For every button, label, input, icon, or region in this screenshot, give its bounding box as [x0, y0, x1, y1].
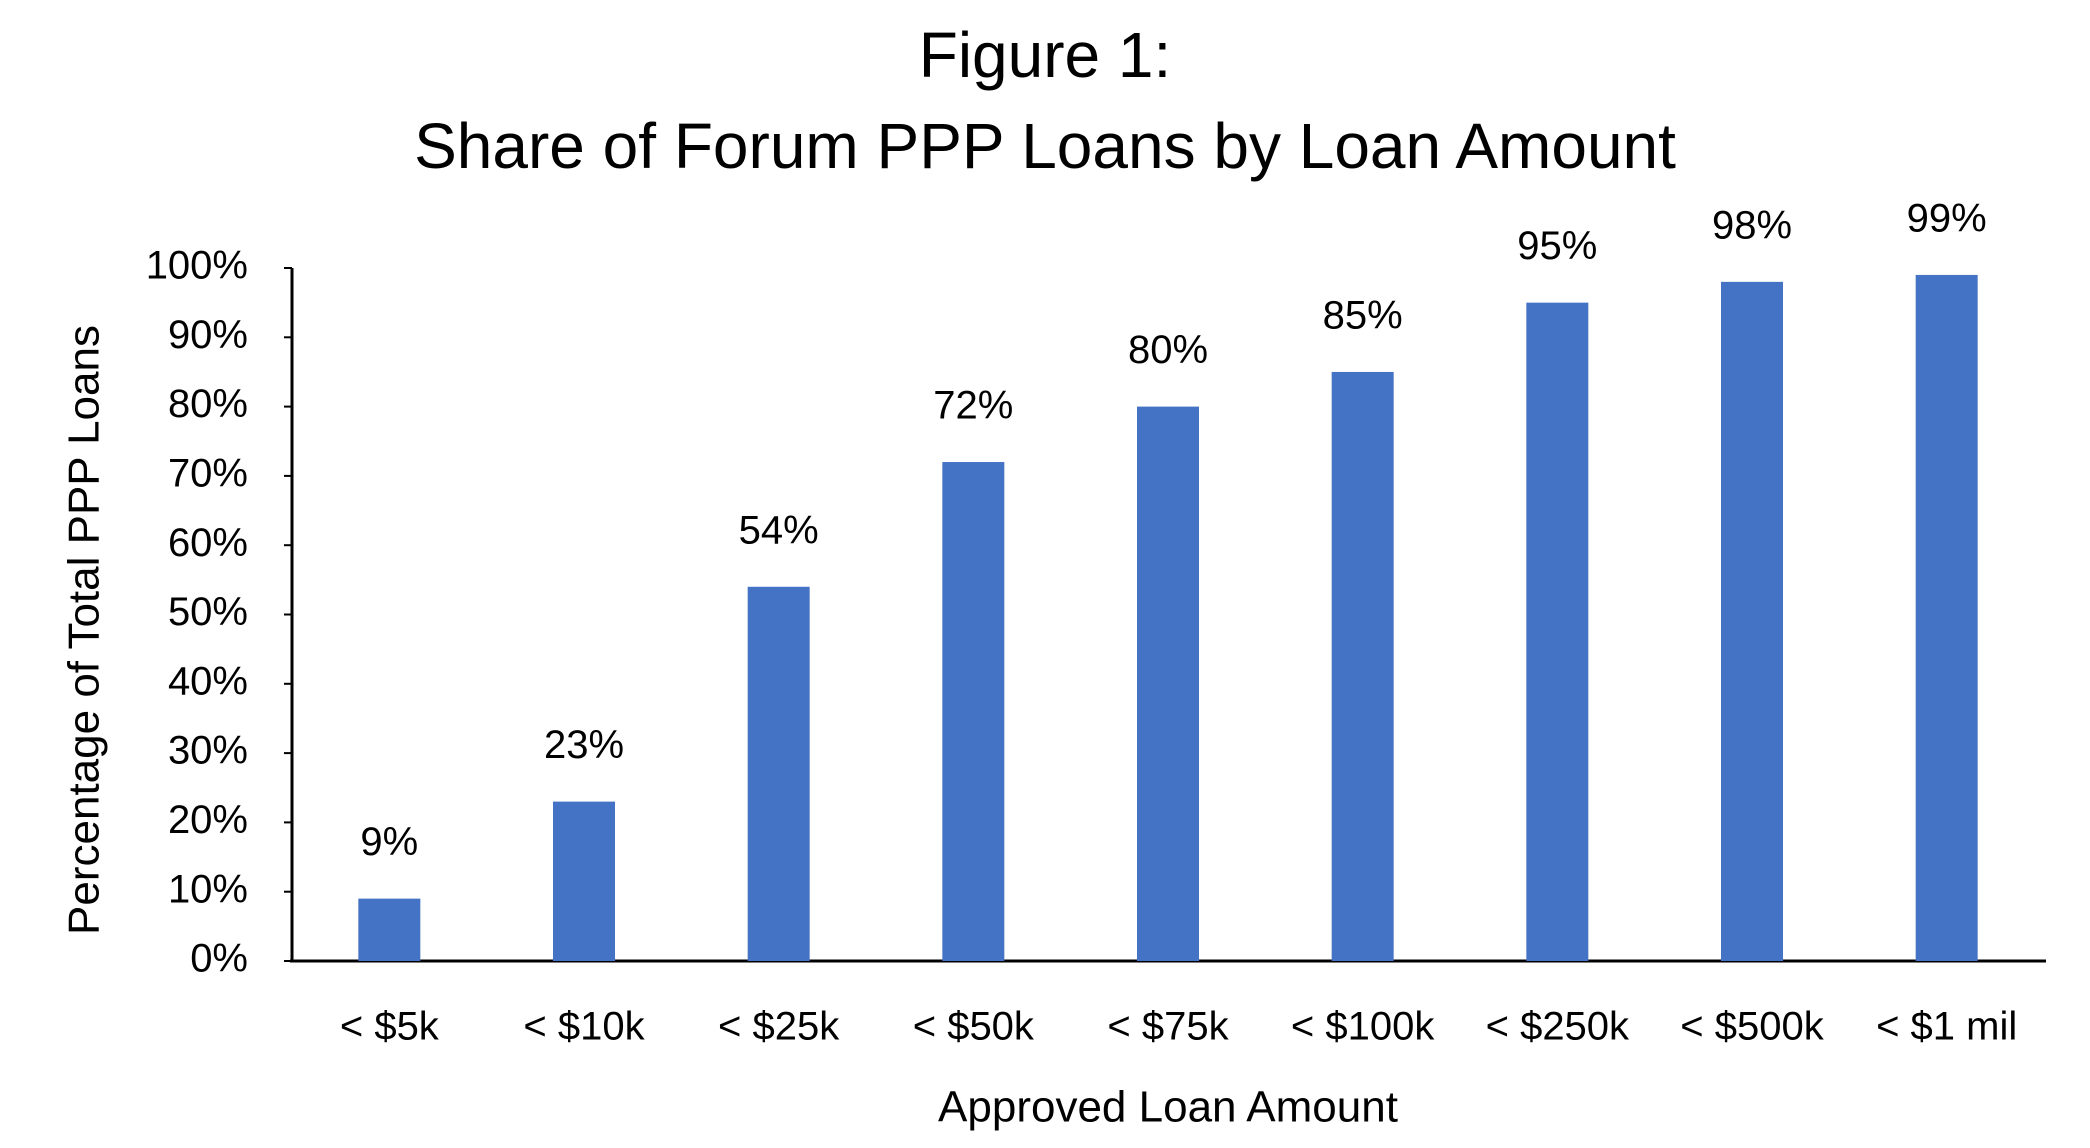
y-tick-label: 50% [168, 590, 248, 634]
x-tick-label: < $250k [1486, 1005, 1630, 1049]
data-label: 23% [544, 723, 624, 767]
bar [1721, 281, 1783, 961]
x-tick-label: < $5k [340, 1005, 440, 1049]
bar [747, 586, 810, 961]
y-tick-label: 20% [168, 798, 248, 842]
y-tick-label: 100% [146, 244, 248, 288]
y-tick-label: 90% [168, 313, 248, 357]
data-label: 98% [1712, 203, 1792, 247]
data-label: 80% [1128, 328, 1208, 372]
data-label: 72% [933, 384, 1013, 428]
bar [1526, 302, 1589, 961]
bar [1331, 371, 1394, 961]
bar [1137, 406, 1199, 962]
chart-title: Figure 1: [919, 19, 1172, 91]
x-tick-label: < $100k [1291, 1005, 1435, 1049]
x-tick-label: < $1 mil [1876, 1005, 2017, 1049]
x-tick-label: < $50k [913, 1005, 1035, 1049]
bar [1915, 274, 1978, 961]
y-tick-label: 0% [190, 937, 248, 981]
y-tick-label: 40% [168, 659, 248, 703]
y-tick-label: 60% [168, 521, 248, 565]
x-tick-label: < $25k [718, 1005, 840, 1049]
y-tick-label: 70% [168, 451, 248, 495]
data-label: 95% [1517, 224, 1597, 268]
x-tick-label: < $500k [1680, 1005, 1824, 1049]
data-label: 85% [1323, 294, 1403, 338]
data-label: 9% [360, 820, 418, 864]
y-tick-label: 30% [168, 729, 248, 773]
bar [942, 462, 1005, 961]
y-tick-label: 80% [168, 382, 248, 426]
y-axis-title: Percentage of Total PPP Loans [60, 325, 109, 935]
data-label: 54% [739, 508, 819, 552]
chart-title: Share of Forum PPP Loans by Loan Amount [414, 110, 1676, 182]
data-label: 99% [1907, 196, 1987, 240]
y-tick-label: 10% [168, 867, 248, 911]
x-tick-label: < $75k [1107, 1005, 1229, 1049]
bar [358, 898, 421, 961]
bar [553, 801, 615, 961]
x-axis-title: Approved Loan Amount [938, 1083, 1398, 1132]
x-tick-label: < $10k [523, 1005, 645, 1049]
